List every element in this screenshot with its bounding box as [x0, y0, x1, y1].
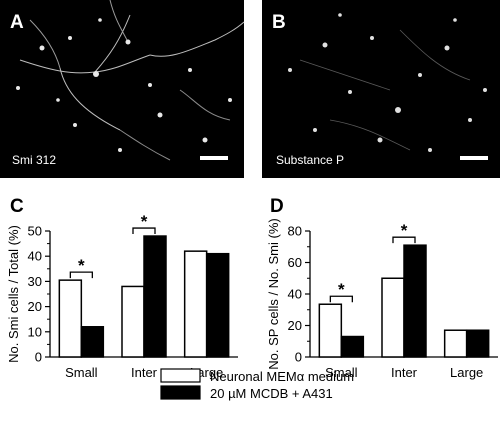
bar-d-small-series2	[340, 335, 365, 358]
y-tick-label-c: 40	[28, 249, 42, 264]
y-tick-label-c: 50	[28, 224, 42, 239]
legend: Neuronal MEMα medium 20 µM MCDB + A431	[160, 368, 354, 401]
bar-d-large-series1	[443, 329, 468, 358]
micrograph-b-background	[262, 0, 500, 178]
micrograph-panel-b: B Substance P	[262, 0, 500, 178]
y-tick-label-d: 20	[288, 318, 302, 333]
significance-star-d: *	[338, 280, 345, 299]
y-axis-label-c: No. Smi cells / Total (%)	[6, 225, 21, 363]
bar-chart-c: C 0 10 20 30 40 50 No. Smi cells / Total (%) Sm…	[6, 196, 238, 380]
y-tick-label-d: 0	[295, 350, 302, 365]
y-axis-label-d: No. SP cells / No. Smi (%)	[266, 218, 281, 369]
scale-bar-b	[460, 156, 488, 160]
significance-star-d: *	[401, 221, 408, 240]
y-tick-label-c: 20	[28, 299, 42, 314]
panel-c-letter: C	[10, 196, 24, 217]
neuron-fibers-a	[19, 0, 245, 161]
bar-c-inter-series1	[121, 285, 145, 358]
significance-star-c: *	[78, 256, 85, 275]
panel-d-letter: D	[270, 196, 284, 217]
cell-bodies-b	[288, 13, 487, 152]
bar-c-small-series1	[58, 279, 83, 358]
significance-bracket-d	[392, 236, 416, 244]
y-tick-label-c: 0	[35, 350, 42, 365]
x-tick-label-d: Inter	[391, 365, 418, 380]
legend-swatch-open	[160, 368, 201, 383]
bar-chart-d: D 0 20 40 60 80 No. SP cells / No. Smi (%) Sma…	[266, 196, 498, 380]
panel-b-letter: B	[272, 12, 286, 33]
bar-d-large-series2	[465, 329, 490, 358]
bar-d-inter-series1	[381, 277, 405, 358]
legend-label-filled: 20 µM MCDB + A431	[210, 386, 333, 401]
panel-a-letter: A	[10, 12, 24, 33]
bar-c-small-series2	[80, 326, 105, 358]
micrograph-panel-a: A Smi 312	[0, 0, 245, 178]
scale-bar-a	[200, 156, 228, 160]
legend-swatch-filled	[160, 385, 201, 400]
x-tick-label-d: Large	[450, 365, 483, 380]
panel-b-caption: Substance P	[276, 153, 344, 167]
bar-c-large-series1	[183, 250, 208, 358]
neuron-fibers-b	[299, 29, 471, 151]
bar-c-large-series2	[205, 252, 230, 358]
y-tick-label-d: 80	[288, 224, 302, 239]
significance-star-c: *	[141, 212, 148, 231]
legend-label-open: Neuronal MEMα medium	[210, 369, 354, 384]
x-tick-label-c: Inter	[131, 365, 158, 380]
significance-bracket-c	[132, 227, 156, 235]
y-tick-label-d: 40	[288, 287, 302, 302]
x-tick-label-c: Small	[65, 365, 98, 380]
significance-bracket-c	[69, 271, 93, 279]
bar-d-small-series1	[318, 303, 343, 358]
bar-d-inter-series2	[403, 244, 427, 358]
y-tick-label-d: 60	[288, 255, 302, 270]
y-tick-label-c: 30	[28, 274, 42, 289]
panel-a-caption: Smi 312	[12, 153, 56, 167]
significance-bracket-d	[329, 295, 353, 303]
bar-c-inter-series2	[143, 235, 167, 358]
x-tick-label-d: Small	[325, 365, 358, 380]
y-tick-label-c: 10	[28, 324, 42, 339]
cell-bodies-a	[16, 18, 232, 152]
